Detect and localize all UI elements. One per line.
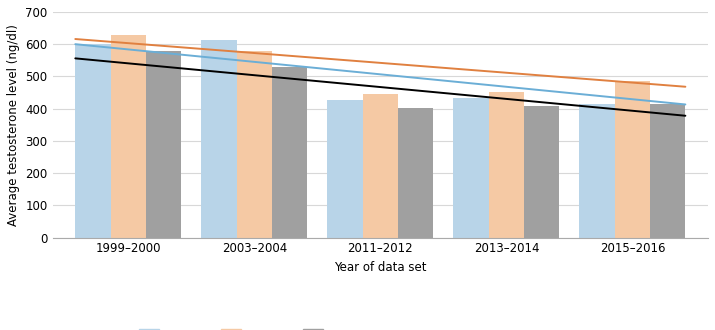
Bar xyxy=(146,51,181,238)
Bar xyxy=(453,98,489,238)
X-axis label: Year of data set: Year of data set xyxy=(334,261,427,274)
Bar xyxy=(202,40,237,238)
Legend: 15–19 yr, 20–29 yr, 30–39 yr, 15–19 yr, 20–29 yr, 30–39 yr: 15–19 yr, 20–29 yr, 30–39 yr, 15–19 yr, … xyxy=(134,324,626,330)
Bar xyxy=(615,81,650,238)
Bar xyxy=(363,93,398,238)
Y-axis label: Average testosterone level (ng/dl): Average testosterone level (ng/dl) xyxy=(7,24,20,226)
Bar xyxy=(579,105,615,238)
Bar xyxy=(650,104,686,238)
Bar xyxy=(327,100,363,238)
Bar xyxy=(75,44,111,238)
Bar xyxy=(111,35,146,238)
Bar xyxy=(524,106,559,238)
Bar xyxy=(398,108,433,238)
Bar xyxy=(237,50,272,238)
Bar xyxy=(272,67,307,238)
Bar xyxy=(489,92,524,238)
